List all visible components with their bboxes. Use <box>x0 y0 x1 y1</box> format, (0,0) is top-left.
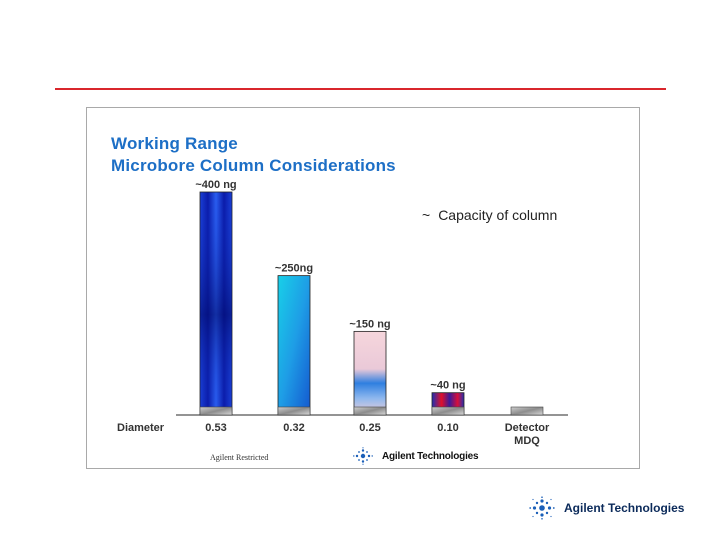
title-line-2: Microbore Column Considerations <box>111 156 396 175</box>
agilent-spark-icon <box>529 496 555 520</box>
bar-base-1 <box>277 406 311 416</box>
x-tick-label-2: 0.25 <box>359 422 380 434</box>
bar-base-4 <box>510 406 544 416</box>
restricted-notice: Agilent Restricted <box>210 453 269 462</box>
chart-title: Working Range Microbore Column Considera… <box>111 133 396 177</box>
legend: ~ Capacity of column <box>422 207 557 223</box>
inner-agilent-logo: Agilent Technologies <box>352 447 479 465</box>
x-axis-label: Diameter <box>117 422 165 434</box>
data-label-2: ~150 ng <box>349 318 390 330</box>
bar-0-shading <box>200 192 232 415</box>
data-label-1: ~250ng <box>275 263 313 275</box>
footer-logo-text: Agilent Technologies <box>564 501 685 515</box>
data-label-3: ~40 ng <box>430 380 465 392</box>
bar-group: ~400 ng ~250ng ~150 ng ~40 ng <box>195 179 544 416</box>
footer-agilent-logo: Agilent Technologies <box>528 496 684 520</box>
top-accent-rule <box>55 88 666 90</box>
agilent-spark-icon <box>353 447 373 465</box>
x-tick-label-0: 0.53 <box>205 422 226 434</box>
legend-label: Capacity of column <box>438 207 558 223</box>
legend-symbol: ~ <box>422 207 431 223</box>
x-tick-label-4: Detector MDQ <box>505 422 550 447</box>
inner-logo-text: Agilent Technologies <box>382 450 479 462</box>
x-tick-label-1: 0.32 <box>283 422 304 434</box>
bar-base-3 <box>431 406 465 416</box>
bar-1 <box>277 275 311 416</box>
title-line-1: Working Range <box>111 134 238 153</box>
bar-2 <box>353 330 387 416</box>
x-tick-label-3: 0.10 <box>437 422 458 434</box>
bar-base-0 <box>199 406 233 416</box>
data-label-0: ~400 ng <box>195 179 236 191</box>
tick-group: 0.53 0.32 0.25 0.10 Detector MDQ <box>205 422 550 447</box>
bar-base-2 <box>353 406 387 416</box>
